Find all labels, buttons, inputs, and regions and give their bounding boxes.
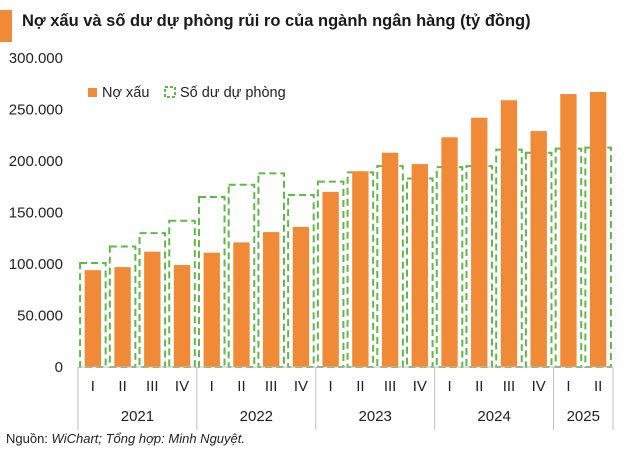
source-note: Nguồn: WiChart; Tổng hợp: Minh Nguyệt. [6, 431, 245, 446]
year-label: 2022 [240, 408, 273, 425]
x-tick-label: II [356, 378, 364, 395]
npl-bar [292, 226, 310, 367]
y-tick-label: 50.000 [17, 308, 63, 325]
x-tick-label: IV [413, 378, 427, 395]
npl-bar [560, 94, 577, 368]
y-tick-label: 150.000 [9, 205, 63, 222]
npl-bar [381, 152, 399, 367]
npl-bar [530, 131, 547, 367]
x-tick-label: II [475, 378, 483, 395]
year-label: 2024 [477, 408, 510, 425]
npl-bar [352, 171, 369, 367]
npl-bar [263, 232, 280, 367]
x-tick-label: I [447, 378, 451, 395]
legend-label-provision: Số dư dự phòng [180, 85, 286, 101]
legend-swatch-npl [88, 88, 97, 97]
y-tick-label: 0 [55, 359, 63, 376]
npl-bar [589, 91, 607, 368]
npl-bar [203, 252, 220, 367]
npl-bar [411, 164, 428, 367]
legend-swatch-provision [164, 86, 176, 98]
year-label: 2021 [121, 408, 154, 425]
x-tick-label: III [384, 378, 397, 395]
source-prefix: Nguồn: [6, 431, 52, 446]
year-label: 2023 [359, 408, 392, 425]
npl-bar [114, 267, 131, 367]
source-name: WiChart; Tổng hợp: Minh Nguyệt. [51, 431, 245, 446]
npl-bar [144, 251, 161, 367]
provision-bar [79, 261, 107, 368]
legend-label-npl: Nợ xấu [102, 85, 149, 101]
x-tick-label: II [118, 378, 126, 395]
x-tick-label: III [146, 378, 159, 395]
x-tick-label: I [329, 378, 333, 395]
x-tick-label: IV [294, 378, 308, 395]
x-tick-label: IV [532, 378, 546, 395]
x-tick-label: III [503, 378, 516, 395]
y-tick-label: 250.000 [9, 102, 63, 119]
provision-bar [168, 219, 196, 368]
x-tick-label: I [91, 378, 95, 395]
npl-bar [173, 265, 191, 367]
y-tick-label: 200.000 [9, 153, 63, 170]
x-tick-label: III [265, 378, 278, 395]
y-tick-label: 100.000 [9, 256, 63, 273]
provision-bar [197, 196, 226, 368]
npl-bar [84, 270, 102, 367]
x-tick-label: I [566, 378, 570, 395]
title-accent-bar [0, 10, 12, 42]
x-tick-label: IV [175, 378, 189, 395]
npl-bar [471, 117, 488, 368]
y-tick-label: 300.000 [9, 50, 63, 67]
npl-bar [500, 100, 518, 367]
x-tick-label: II [237, 378, 245, 395]
npl-bar [441, 137, 458, 367]
chart-title: Nợ xấu và số dư dự phòng rủi ro của ngàn… [22, 12, 531, 30]
npl-bar [322, 191, 339, 367]
provision-bar [138, 232, 167, 368]
x-tick-label: I [210, 378, 214, 395]
year-label: 2025 [567, 408, 600, 425]
x-tick-label: II [594, 378, 602, 395]
npl-bar [233, 242, 250, 367]
